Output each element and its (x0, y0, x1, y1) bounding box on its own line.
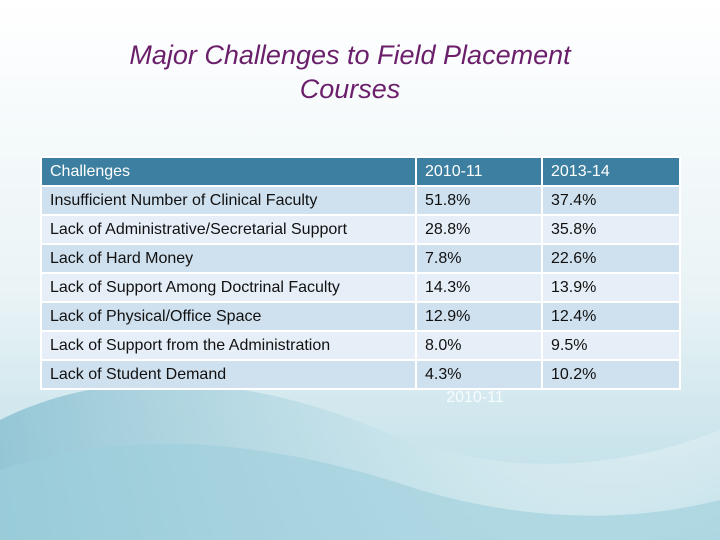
value-2010-11-cell: 51.8% (415, 185, 543, 216)
table-row: Lack of Student Demand 4.3% 10.2% (40, 359, 681, 390)
value-2010-11-cell: 14.3% (415, 272, 543, 303)
challenge-cell: Lack of Support Among Doctrinal Faculty (40, 272, 417, 303)
table-row: Lack of Support Among Doctrinal Faculty … (40, 272, 681, 303)
value-2010-11-cell: 12.9% (415, 301, 543, 332)
challenge-cell: Insufficient Number of Clinical Faculty (40, 185, 417, 216)
value-2010-11-cell: 7.8% (415, 243, 543, 274)
challenge-cell: Lack of Administrative/Secretarial Suppo… (40, 214, 417, 245)
value-2010-11-cell: 4.3% (415, 359, 543, 390)
table-row: Insufficient Number of Clinical Faculty … (40, 185, 681, 216)
value-2013-14-cell: 22.6% (541, 243, 681, 274)
table-row: Lack of Hard Money 7.8% 22.6% (40, 243, 681, 274)
table-row: Lack of Support from the Administration … (40, 330, 681, 361)
table-row: Lack of Administrative/Secretarial Suppo… (40, 214, 681, 245)
slide-title-line-2: Courses (299, 74, 401, 104)
challenges-table: Challenges 2010-11 2013-14 Insufficient … (40, 156, 681, 390)
header-challenges: Challenges (40, 156, 417, 187)
value-2013-14-cell: 35.8% (541, 214, 681, 245)
header-2013-14: 2013-14 (541, 156, 681, 187)
table-header-row: Challenges 2010-11 2013-14 (40, 156, 681, 187)
header-2010-11: 2010-11 (415, 156, 543, 187)
value-2010-11-cell: 28.8% (415, 214, 543, 245)
table-row: Lack of Physical/Office Space 12.9% 12.4… (40, 301, 681, 332)
challenge-cell: Lack of Support from the Administration (40, 330, 417, 361)
value-2013-14-cell: 10.2% (541, 359, 681, 390)
ghost-column-label: 2010-11 (446, 389, 504, 406)
value-2013-14-cell: 12.4% (541, 301, 681, 332)
value-2013-14-cell: 9.5% (541, 330, 681, 361)
value-2013-14-cell: 37.4% (541, 185, 681, 216)
challenge-cell: Lack of Student Demand (40, 359, 417, 390)
value-2010-11-cell: 8.0% (415, 330, 543, 361)
slide-title-line-1: Major Challenges to Field Placement (129, 40, 571, 70)
value-2013-14-cell: 13.9% (541, 272, 681, 303)
challenge-cell: Lack of Hard Money (40, 243, 417, 274)
slide-title: Major Challenges to Field Placement Cour… (60, 38, 640, 106)
challenge-cell: Lack of Physical/Office Space (40, 301, 417, 332)
